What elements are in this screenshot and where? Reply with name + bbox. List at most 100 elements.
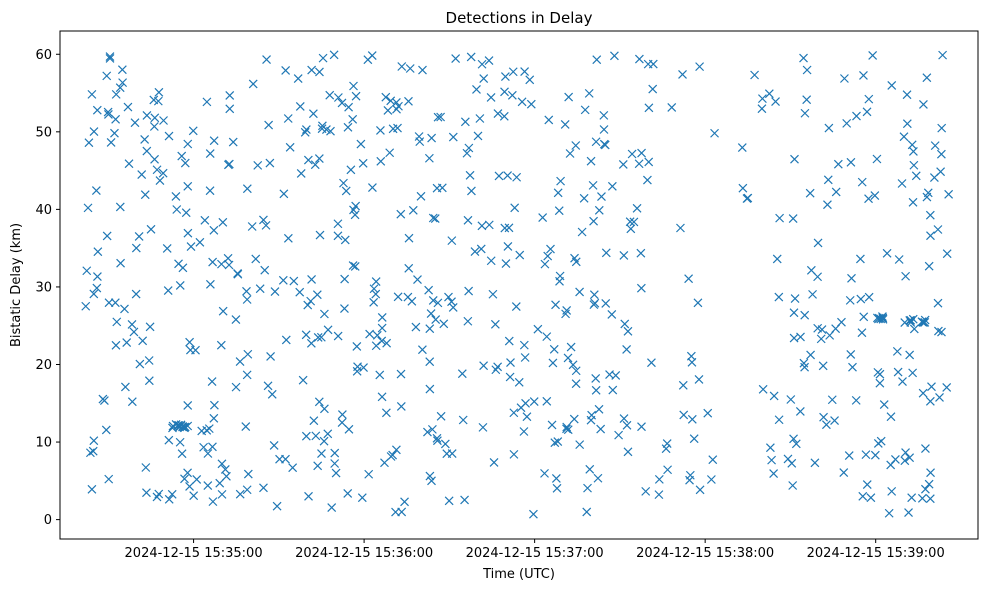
data-point: [218, 306, 228, 316]
data-point: [786, 395, 796, 404]
y-axis-title: Bistatic Delay (km): [9, 223, 24, 347]
x-tick-label: 2024-12-15 15:35:00: [125, 546, 263, 561]
data-point: [293, 74, 303, 84]
data-point: [152, 492, 162, 502]
data-point: [562, 422, 572, 432]
data-point: [571, 366, 581, 376]
data-point: [242, 485, 252, 495]
data-point: [769, 391, 779, 401]
data-point: [426, 309, 436, 318]
data-point: [844, 451, 854, 461]
data-point: [393, 292, 403, 302]
data-point: [185, 481, 194, 491]
data-point: [115, 202, 125, 212]
data-point: [88, 446, 98, 456]
data-point: [431, 315, 441, 324]
data-point: [921, 444, 930, 454]
data-point: [902, 119, 912, 129]
data-point: [771, 97, 780, 106]
data-point: [551, 300, 560, 310]
data-point: [599, 139, 609, 149]
data-point: [376, 156, 386, 166]
data-point: [637, 148, 646, 158]
data-point: [204, 424, 214, 434]
data-point: [904, 508, 913, 518]
data-point: [173, 421, 183, 431]
data-point: [737, 143, 747, 153]
data-point: [484, 56, 494, 65]
data-point: [738, 183, 748, 193]
data-point: [217, 489, 227, 499]
data-point: [102, 71, 112, 81]
data-point: [316, 332, 326, 342]
data-point: [127, 319, 137, 329]
data-point: [907, 493, 917, 503]
data-point: [906, 315, 916, 325]
data-point: [351, 201, 361, 211]
data-point: [323, 325, 333, 335]
data-point: [307, 65, 317, 75]
data-point: [352, 341, 362, 351]
data-point: [400, 497, 409, 507]
data-point: [142, 488, 151, 498]
data-point: [575, 440, 585, 450]
data-point: [428, 295, 438, 305]
data-point: [479, 74, 489, 84]
data-point: [300, 127, 310, 137]
data-point: [207, 377, 217, 386]
data-point: [586, 415, 596, 425]
data-point: [308, 109, 318, 119]
data-point: [695, 485, 705, 495]
data-point: [703, 408, 713, 418]
data-point: [423, 427, 432, 437]
data-point: [349, 81, 358, 91]
data-point: [241, 422, 251, 432]
data-point: [247, 222, 257, 231]
data-point: [388, 450, 398, 460]
data-point: [864, 292, 874, 302]
data-point: [866, 493, 876, 503]
data-point: [592, 55, 602, 65]
data-point: [585, 464, 595, 474]
data-point: [493, 109, 503, 119]
data-point: [607, 181, 617, 191]
data-point: [757, 104, 767, 114]
data-point: [405, 64, 415, 73]
data-point: [460, 117, 470, 127]
data-point: [507, 90, 517, 100]
data-point: [571, 141, 581, 150]
data-point: [460, 495, 469, 505]
data-points: [81, 50, 954, 519]
data-point: [281, 335, 291, 345]
data-point: [484, 220, 494, 230]
data-point: [295, 287, 305, 297]
data-point: [319, 309, 329, 319]
data-point: [84, 138, 94, 148]
data-point: [926, 231, 935, 241]
data-point: [106, 138, 116, 147]
data-point: [594, 404, 604, 414]
data-point: [774, 292, 784, 302]
data-point: [242, 184, 252, 194]
y-tick-label: 0: [44, 513, 52, 528]
plot-area: [59, 30, 979, 540]
data-point: [847, 273, 856, 283]
data-point: [540, 468, 549, 478]
data-point: [868, 50, 878, 60]
data-point: [467, 186, 476, 196]
data-point: [310, 160, 320, 170]
data-point: [118, 78, 128, 88]
data-point: [303, 300, 313, 310]
data-point: [142, 146, 152, 156]
data-point: [243, 469, 253, 479]
data-point: [203, 449, 213, 458]
data-point: [563, 425, 573, 435]
data-point: [104, 298, 114, 308]
data-point: [917, 493, 927, 503]
data-point: [444, 496, 454, 506]
data-point: [248, 79, 258, 89]
data-point: [899, 132, 909, 142]
data-point: [267, 389, 277, 399]
data-point: [134, 232, 144, 241]
data-point: [122, 338, 132, 347]
